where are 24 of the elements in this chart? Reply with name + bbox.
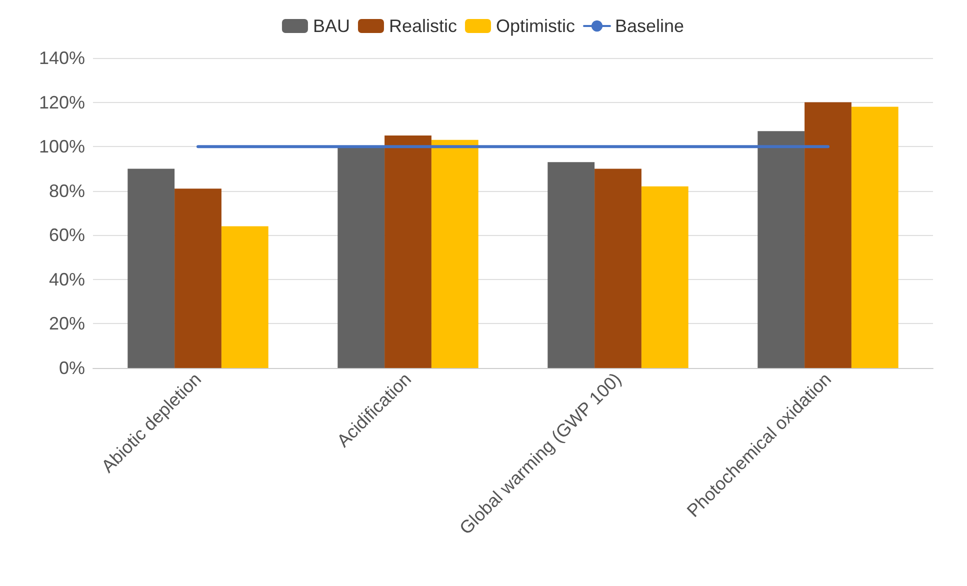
bar: [431, 140, 478, 368]
bar: [174, 188, 222, 368]
bar: [128, 168, 175, 368]
legend-label: Optimistic: [496, 16, 576, 36]
y-tick-label: 120%: [38, 92, 85, 112]
y-tick-label: 40%: [48, 269, 85, 290]
bar: [338, 146, 385, 368]
y-tick-label: 100%: [38, 136, 85, 157]
y-tick-label: 20%: [48, 314, 85, 334]
bar: [384, 136, 432, 368]
y-tick-label: 140%: [38, 48, 85, 68]
y-tick-label: 0%: [58, 358, 85, 378]
legend-label: BAU: [312, 16, 350, 36]
bar: [221, 226, 268, 368]
bar: [594, 168, 642, 368]
y-tick-label: 80%: [48, 180, 85, 201]
legend-label: Realistic: [388, 16, 457, 36]
y-tick-label: 60%: [48, 225, 85, 246]
legend-label: Baseline: [614, 16, 684, 36]
bar: [548, 162, 595, 368]
bar: [851, 106, 898, 368]
bar: [758, 131, 805, 368]
bar: [641, 186, 688, 368]
bar: [804, 102, 852, 368]
